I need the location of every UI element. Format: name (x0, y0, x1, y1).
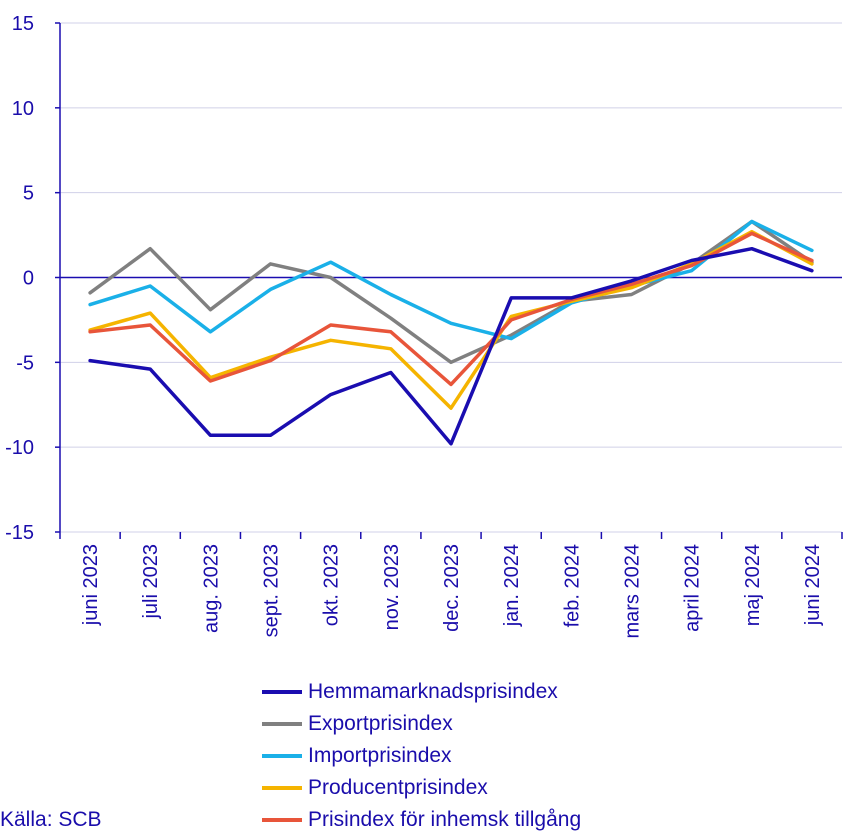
y-tick-label: -15 (5, 522, 34, 544)
x-tick-label: jan. 2024 (501, 544, 523, 627)
series-lines (88, 219, 814, 446)
x-tick-label: feb. 2024 (561, 544, 583, 627)
legend-item: Hemmamarknadsprisindex (262, 676, 581, 708)
legend-label: Prisindex för inhemsk tillgång (308, 808, 582, 831)
series-line (88, 231, 814, 387)
y-axis: 15 10 5 0 -5 -10 -15 (5, 13, 61, 544)
x-tick-label: dec. 2023 (441, 544, 463, 632)
legend-label: Importprisindex (308, 744, 452, 767)
x-tick-label: juli 2023 (140, 544, 162, 620)
y-tick-label: 10 (12, 98, 34, 120)
y-tick-label: -5 (16, 352, 34, 374)
legend-label: Producentprisindex (308, 776, 488, 799)
legend-swatch (262, 722, 302, 726)
legend-item: Exportprisindex (262, 708, 581, 740)
x-tick-label: juni 2024 (802, 544, 824, 626)
legend-item: Importprisindex (262, 740, 581, 772)
y-tick-label: 15 (12, 13, 34, 35)
x-axis: juni 2023 juli 2023 aug. 2023 sept. 2023 okt… (59, 276, 843, 639)
line-chart: 15 10 5 0 -5 -10 -15 juni 2023 juli 2023 aug. 20… (5, 13, 843, 639)
x-tick-label: nov. 2023 (381, 544, 403, 630)
legend-label: Exportprisindex (308, 712, 453, 735)
legend-swatch (262, 690, 302, 694)
legend-swatch (262, 786, 302, 790)
x-tick-label: okt. 2023 (321, 544, 343, 626)
series-line (88, 219, 814, 365)
legend-item: Prisindex för inhemsk tillgång (262, 804, 581, 836)
legend-label: Hemmamarknadsprisindex (308, 680, 558, 703)
y-tick-label: 5 (23, 183, 34, 205)
x-tick-label: april 2024 (682, 544, 704, 632)
x-tick-label: juni 2023 (80, 544, 102, 626)
series-line (88, 219, 814, 341)
x-tick-label: sept. 2023 (261, 544, 283, 637)
legend: Hemmamarknadsprisindex Exportprisindex Imp… (262, 676, 581, 836)
y-tick-label: 0 (23, 268, 34, 290)
legend-swatch (262, 754, 302, 758)
series-line (88, 246, 814, 446)
source-note: Källa: SCB (0, 808, 102, 831)
legend-swatch (262, 818, 302, 822)
x-tick-label: mars 2024 (621, 544, 643, 639)
x-tick-label: aug. 2023 (200, 544, 222, 633)
x-tick-label: maj 2024 (742, 544, 764, 626)
y-tick-label: -10 (5, 437, 34, 459)
legend-item: Producentprisindex (262, 772, 581, 804)
